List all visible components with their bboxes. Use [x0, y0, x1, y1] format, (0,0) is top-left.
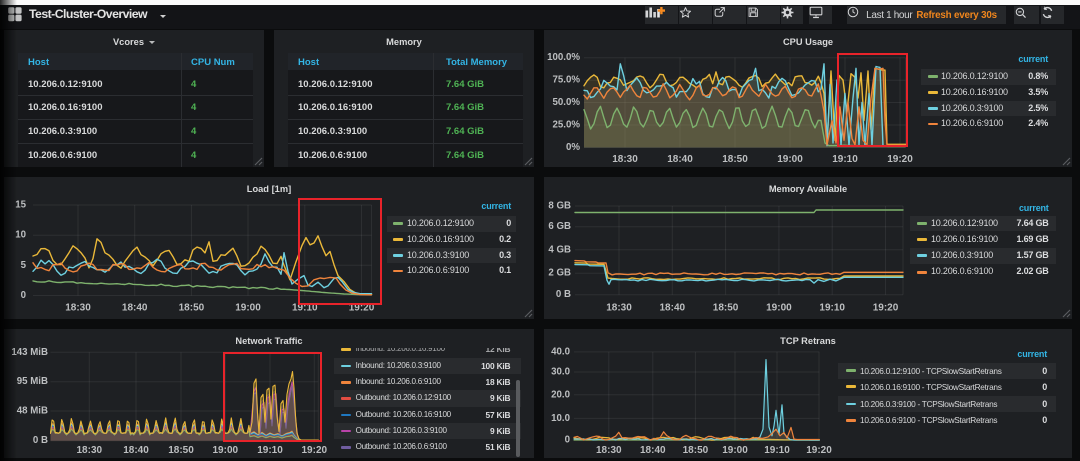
svg-text:19:00: 19:00 [722, 445, 748, 456]
svg-text:19:00: 19:00 [766, 303, 792, 314]
svg-text:10: 10 [15, 230, 26, 241]
svg-text:4 GB: 4 GB [548, 244, 571, 255]
svg-text:18:30: 18:30 [612, 154, 638, 165]
svg-text:19:00: 19:00 [213, 445, 239, 456]
svg-text:18:50: 18:50 [179, 303, 205, 314]
svg-text:18:40: 18:40 [640, 445, 666, 456]
svg-text:19:10: 19:10 [832, 154, 858, 165]
svg-text:19:00: 19:00 [777, 154, 803, 165]
svg-text:2 GB: 2 GB [548, 268, 571, 279]
svg-text:15: 15 [15, 200, 26, 211]
svg-text:19:10: 19:10 [292, 303, 318, 314]
svg-text:19:20: 19:20 [302, 445, 328, 456]
svg-text:8 GB: 8 GB [548, 201, 571, 212]
svg-text:75.0%: 75.0% [553, 75, 581, 86]
svg-text:20.0: 20.0 [551, 389, 570, 400]
svg-text:19:20: 19:20 [887, 154, 913, 165]
svg-text:6 GB: 6 GB [548, 221, 571, 232]
svg-text:18:40: 18:40 [123, 445, 149, 456]
svg-text:18:30: 18:30 [65, 303, 91, 314]
svg-text:10.0: 10.0 [551, 413, 570, 424]
svg-text:18:30: 18:30 [596, 445, 622, 456]
svg-text:0 B: 0 B [556, 289, 571, 300]
svg-text:0 B: 0 B [33, 435, 48, 446]
svg-text:50.0%: 50.0% [553, 97, 581, 108]
svg-text:19:10: 19:10 [764, 445, 790, 456]
svg-text:19:20: 19:20 [873, 303, 899, 314]
svg-text:19:20: 19:20 [349, 303, 375, 314]
svg-text:18:50: 18:50 [713, 303, 739, 314]
svg-text:18:30: 18:30 [606, 303, 632, 314]
svg-text:48 MiB: 48 MiB [17, 406, 48, 417]
svg-text:95 MiB: 95 MiB [17, 376, 48, 387]
svg-text:25.0%: 25.0% [553, 120, 581, 131]
svg-text:0: 0 [21, 290, 26, 301]
svg-text:30.0: 30.0 [551, 367, 570, 378]
svg-text:18:50: 18:50 [683, 445, 709, 456]
svg-text:19:10: 19:10 [257, 445, 283, 456]
svg-text:18:50: 18:50 [168, 445, 194, 456]
svg-text:18:40: 18:40 [667, 154, 693, 165]
svg-text:143 MiB: 143 MiB [11, 347, 48, 358]
svg-text:100.0%: 100.0% [547, 52, 580, 63]
svg-text:19:10: 19:10 [819, 303, 845, 314]
svg-text:18:40: 18:40 [122, 303, 148, 314]
svg-text:19:20: 19:20 [806, 445, 832, 456]
svg-text:18:50: 18:50 [722, 154, 748, 165]
svg-text:40.0: 40.0 [551, 346, 570, 357]
svg-text:0: 0 [565, 435, 570, 446]
svg-text:19:00: 19:00 [235, 303, 261, 314]
svg-text:18:40: 18:40 [660, 303, 686, 314]
svg-text:0%: 0% [566, 142, 580, 153]
svg-text:18:30: 18:30 [77, 445, 103, 456]
svg-text:5: 5 [21, 260, 27, 271]
